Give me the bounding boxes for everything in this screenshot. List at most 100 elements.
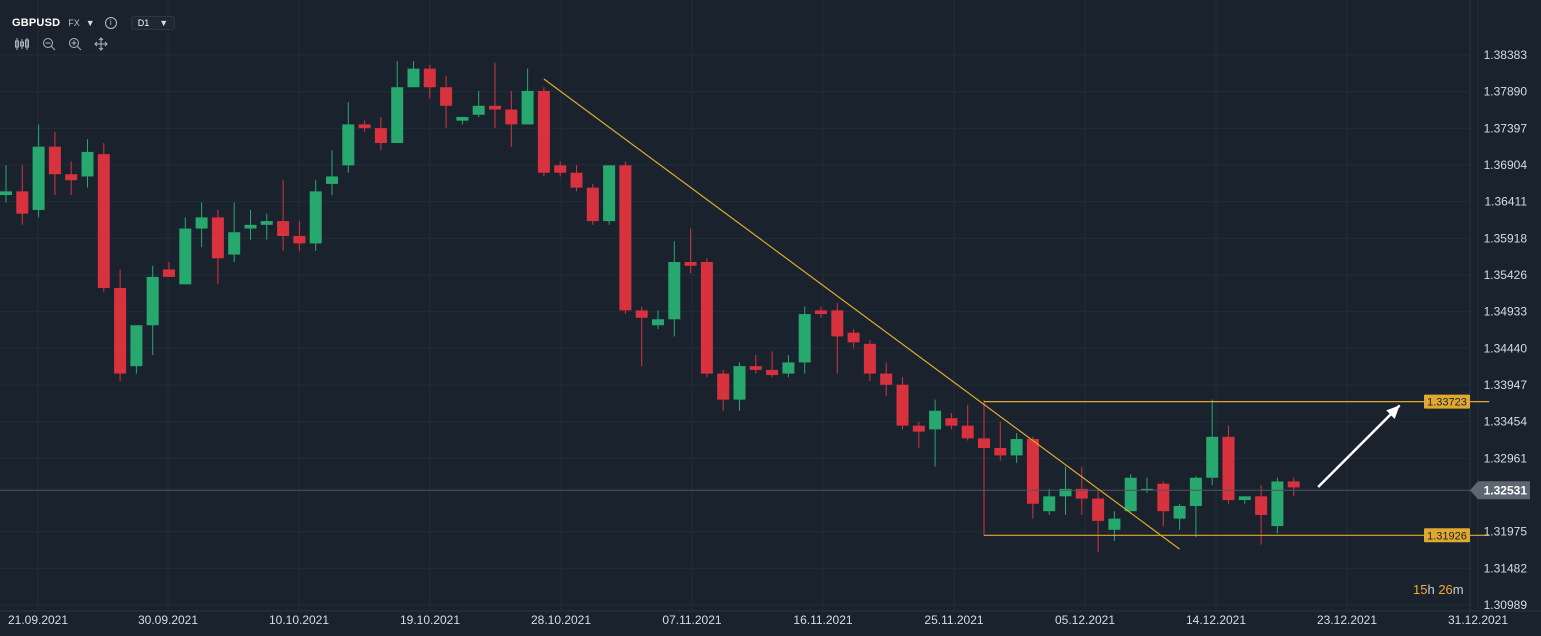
zoom-out-icon[interactable] bbox=[42, 37, 56, 54]
arrow-head bbox=[1386, 405, 1400, 419]
bullish-candle bbox=[1124, 477, 1137, 512]
time-tick-label: 23.12.2021 bbox=[1317, 613, 1377, 627]
bearish-candle bbox=[586, 187, 599, 222]
bearish-candle bbox=[423, 68, 436, 88]
price-tick-label: 1.32961 bbox=[1484, 451, 1528, 465]
chevron-down-icon: ▼ bbox=[159, 18, 169, 28]
bullish-candle bbox=[1059, 488, 1072, 497]
bullish-candle bbox=[929, 410, 942, 430]
bullish-candle bbox=[32, 146, 45, 210]
bearish-candle bbox=[700, 262, 713, 374]
level-price-tag: 1.31926 bbox=[1424, 528, 1470, 543]
bearish-candle bbox=[766, 369, 779, 376]
symbol-label[interactable]: GBPUSD bbox=[12, 17, 61, 29]
bullish-candle bbox=[326, 176, 338, 184]
bullish-candle bbox=[603, 165, 616, 222]
level-tag-bg bbox=[1424, 394, 1470, 409]
level-price-tag: 1.33723 bbox=[1424, 394, 1470, 409]
time-tick-label: 21.09.2021 bbox=[8, 613, 68, 627]
bearish-candle bbox=[48, 146, 61, 175]
bearish-candle bbox=[505, 109, 518, 125]
timer-hours-unit: h bbox=[1427, 582, 1435, 597]
bullish-candle bbox=[342, 124, 355, 166]
bullish-candle bbox=[130, 325, 143, 367]
time-tick-label: 07.11.2021 bbox=[662, 613, 721, 627]
target-arrow bbox=[1317, 404, 1401, 488]
time-axis[interactable]: 21.09.2021 30.09.2021 10.10.2021 19.10.2021… bbox=[8, 613, 1508, 627]
bullish-candle bbox=[244, 224, 257, 229]
trendline bbox=[543, 78, 1180, 550]
bearish-candle bbox=[863, 343, 876, 374]
price-tick-label: 1.37890 bbox=[1484, 85, 1528, 99]
time-tick-label: 14.12.2021 bbox=[1186, 613, 1246, 627]
bullish-candle bbox=[1271, 481, 1284, 527]
bullish-candle bbox=[228, 232, 241, 255]
bearish-candle bbox=[1255, 496, 1268, 515]
bearish-candle bbox=[896, 384, 909, 426]
price-tick-label: 1.38383 bbox=[1484, 48, 1528, 62]
bearish-candle bbox=[815, 310, 827, 315]
bearish-candle bbox=[114, 288, 127, 374]
bearish-candle bbox=[16, 191, 29, 214]
current-price-tag: 1.32531 bbox=[1470, 481, 1530, 500]
bullish-candle bbox=[179, 228, 192, 285]
bearish-candle bbox=[489, 105, 501, 110]
bearish-candle bbox=[717, 373, 730, 400]
level-tag-label: 1.33723 bbox=[1427, 397, 1467, 409]
symbol-dropdown-icon[interactable]: ▼ bbox=[85, 18, 95, 28]
bearish-candle bbox=[684, 262, 697, 266]
timer-minutes: 26 bbox=[1438, 582, 1453, 597]
bullish-candle bbox=[782, 362, 795, 374]
time-tick-label: 31.12.2021 bbox=[1448, 613, 1508, 627]
price-axis[interactable]: 1.38383 1.37890 1.37397 1.36904 1.36411 1.359… bbox=[1470, 48, 1530, 612]
price-tick-label: 1.31975 bbox=[1484, 525, 1528, 539]
bullish-candle bbox=[733, 366, 746, 400]
bearish-candle bbox=[847, 332, 860, 343]
bearish-candle bbox=[994, 447, 1007, 456]
bearish-candle bbox=[978, 438, 990, 448]
crosshair-move-icon[interactable] bbox=[94, 37, 108, 54]
timer-minutes-unit: m bbox=[1452, 582, 1464, 597]
bearish-candle bbox=[277, 221, 290, 236]
bullish-candle bbox=[798, 314, 811, 363]
chart-tools bbox=[14, 37, 108, 54]
price-tick-label: 1.34933 bbox=[1484, 305, 1528, 319]
price-tick-label: 1.36411 bbox=[1485, 195, 1528, 209]
bearish-candle bbox=[1075, 488, 1088, 499]
bearish-candle bbox=[97, 154, 110, 289]
level-tag-label: 1.31926 bbox=[1427, 530, 1467, 542]
bullish-candle bbox=[309, 191, 322, 244]
timeframe-select[interactable]: D1 ▼ bbox=[130, 16, 176, 30]
bullish-candle bbox=[472, 105, 485, 115]
info-icon[interactable]: i bbox=[104, 17, 117, 29]
bearish-candle bbox=[570, 172, 583, 188]
bearish-candle bbox=[619, 165, 632, 311]
bearish-candle bbox=[293, 235, 306, 244]
current-price-label: 1.32531 bbox=[1484, 483, 1528, 497]
price-tick-label: 1.35918 bbox=[1484, 231, 1528, 245]
bullish-candle bbox=[81, 151, 94, 177]
bearish-candle bbox=[163, 269, 175, 277]
bearish-candle bbox=[554, 165, 567, 173]
timer-hours: 15 bbox=[1413, 582, 1428, 597]
bullish-candle bbox=[652, 319, 664, 326]
bullish-candle bbox=[195, 217, 208, 229]
bullish-candle bbox=[456, 116, 469, 121]
bearish-candle bbox=[831, 310, 844, 337]
bullish-candle bbox=[1189, 477, 1202, 506]
bearish-candle bbox=[65, 174, 78, 181]
zoom-in-icon[interactable] bbox=[68, 37, 82, 54]
price-tick-label: 1.36904 bbox=[1484, 158, 1528, 172]
bullish-candle bbox=[668, 262, 681, 320]
bullish-candle bbox=[1108, 518, 1121, 530]
chart-toolbar: GBPUSD FX ▼ i D1 ▼ bbox=[12, 12, 176, 34]
candlestick-type-icon[interactable] bbox=[14, 37, 30, 54]
candle-countdown-timer: 15h 26m bbox=[1413, 582, 1464, 597]
price-tick-label: 1.34440 bbox=[1484, 341, 1528, 355]
bearish-candle bbox=[880, 373, 893, 385]
drawings: 1.33723 1.31926 bbox=[0, 78, 1490, 550]
price-tick-label: 1.33947 bbox=[1484, 378, 1528, 392]
bearish-candle bbox=[440, 87, 453, 106]
bearish-candle bbox=[537, 90, 550, 173]
